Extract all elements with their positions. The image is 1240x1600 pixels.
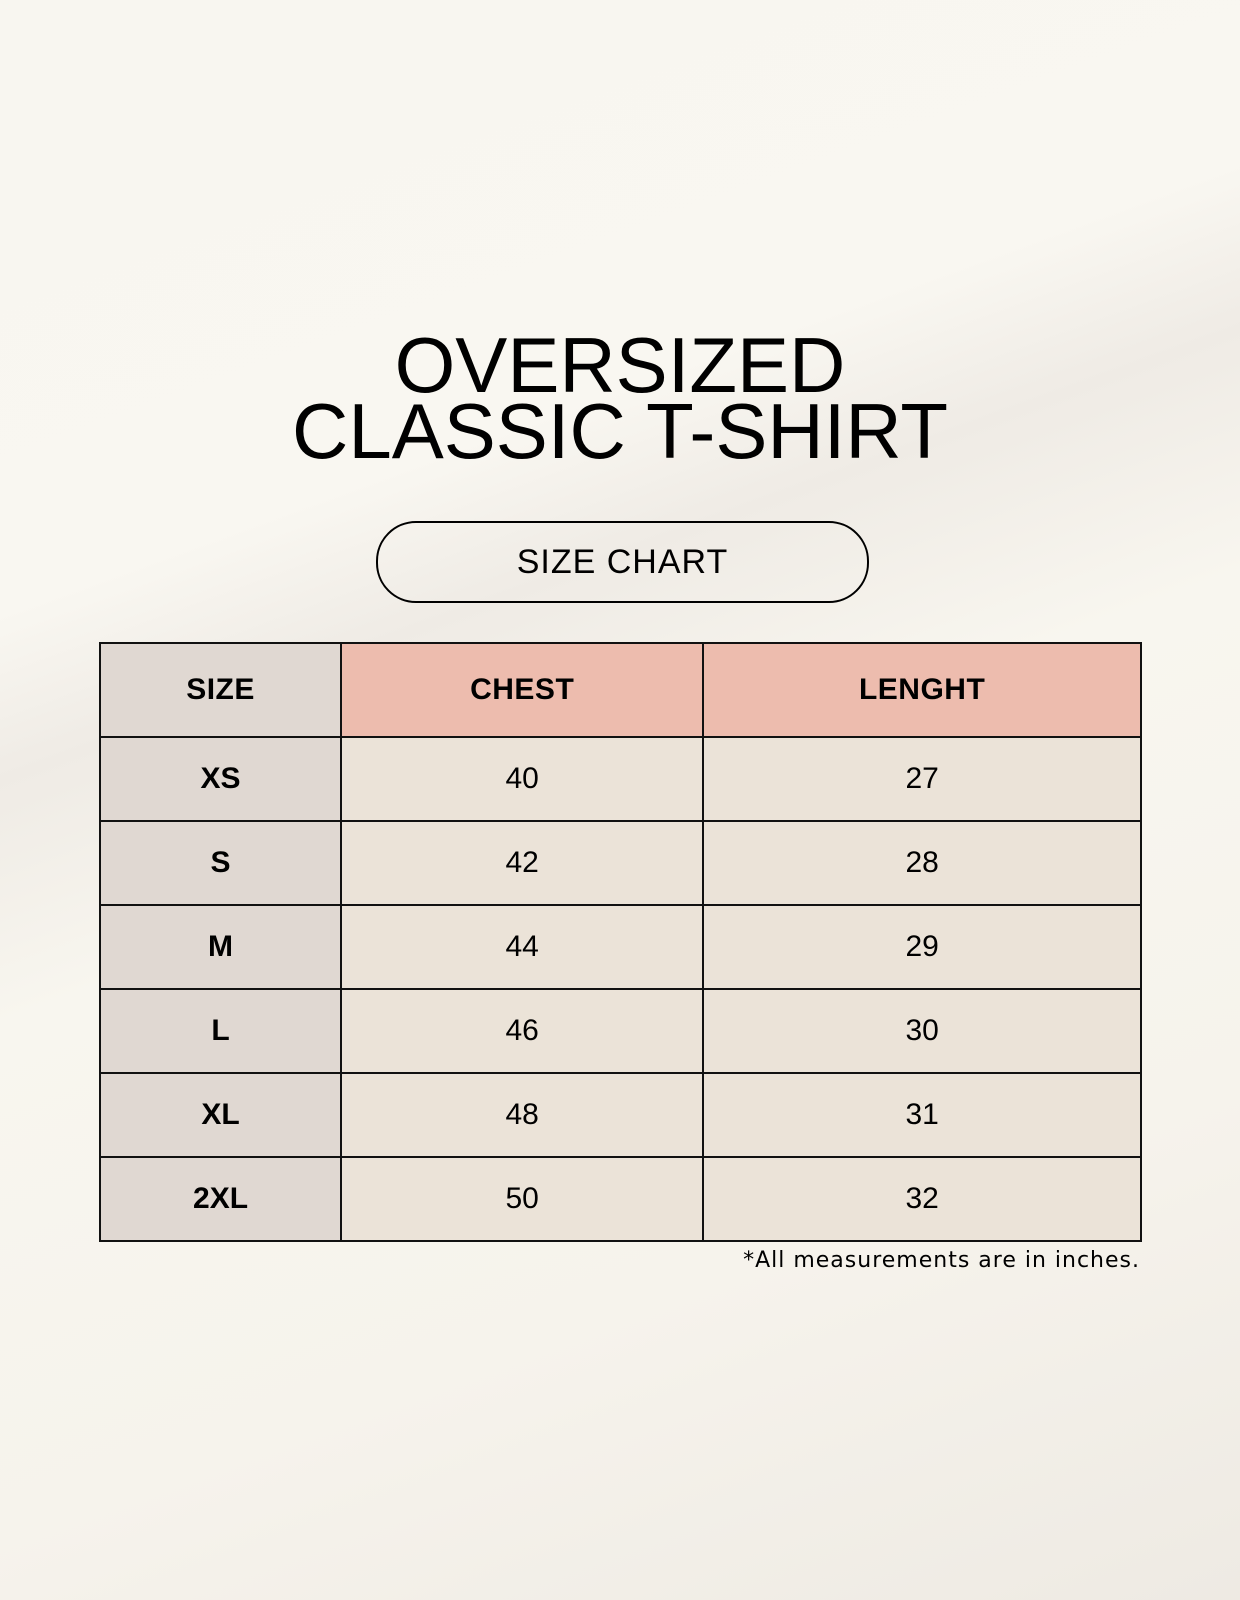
title-line-1: OVERSIZED <box>394 321 846 409</box>
size-cell: L <box>98 988 343 1074</box>
table-row: S 42 28 <box>98 820 1142 906</box>
size-cell: XS <box>98 736 343 822</box>
chest-cell: 40 <box>340 736 705 822</box>
table-row: XL 48 31 <box>98 1072 1142 1158</box>
length-cell: 32 <box>702 1156 1142 1242</box>
table-row: 2XL 50 32 <box>98 1156 1142 1242</box>
length-cell: 30 <box>702 988 1142 1074</box>
header-chest: CHEST <box>340 642 705 738</box>
chest-cell: 48 <box>340 1072 705 1158</box>
chest-cell: 44 <box>340 904 705 990</box>
chest-cell: 46 <box>340 988 705 1074</box>
size-cell: 2XL <box>98 1156 343 1242</box>
chest-cell: 50 <box>340 1156 705 1242</box>
size-cell: M <box>98 904 343 990</box>
table-row: L 46 30 <box>98 988 1142 1074</box>
length-cell: 28 <box>702 820 1142 906</box>
chest-cell: 42 <box>340 820 705 906</box>
length-cell: 29 <box>702 904 1142 990</box>
table-row: XS 40 27 <box>98 736 1142 822</box>
length-cell: 31 <box>702 1072 1142 1158</box>
header-size: SIZE <box>98 642 343 738</box>
size-chart-badge: SIZE CHART <box>376 521 869 603</box>
footnote: *All measurements are in inches. <box>743 1248 1140 1273</box>
header-length: LENGHT <box>702 642 1142 738</box>
size-table: SIZE CHEST LENGHT XS 40 27 S 42 28 M 44 29 L 46 30 X… <box>98 642 1142 1242</box>
size-cell: S <box>98 820 343 906</box>
page-title: OVERSIZED CLASSIC T-SHIRT <box>0 321 1240 475</box>
header-row: SIZE CHEST LENGHT <box>98 642 1142 738</box>
title-line-2: CLASSIC T-SHIRT <box>292 387 948 475</box>
size-cell: XL <box>98 1072 343 1158</box>
length-cell: 27 <box>702 736 1142 822</box>
table-row: M 44 29 <box>98 904 1142 990</box>
